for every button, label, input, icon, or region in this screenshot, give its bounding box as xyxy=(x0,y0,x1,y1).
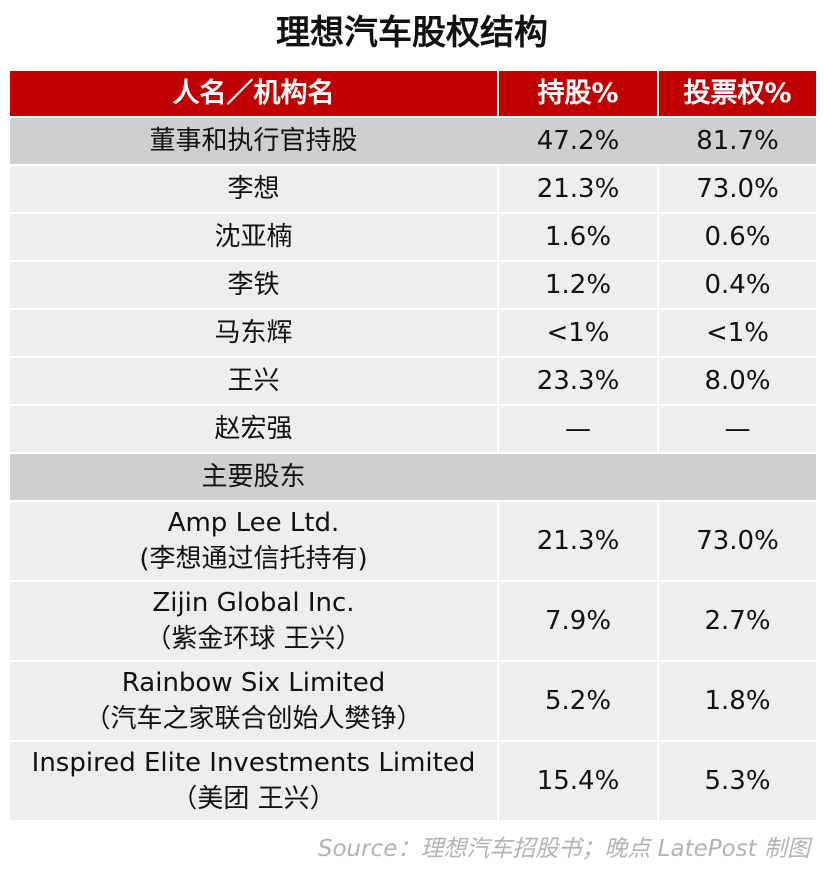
row-name: 李铁 xyxy=(227,270,280,300)
row-voting: 73.0% xyxy=(657,502,816,580)
row-name: Inspired Elite Investments Limited （美团 王… xyxy=(10,742,497,820)
row-voting: 8.0% xyxy=(657,358,816,404)
table-row: Inspired Elite Investments Limited （美团 王… xyxy=(10,742,816,822)
row-stake: 15.4% xyxy=(497,742,657,820)
table-row: 沈亚楠 1.6% 0.6% xyxy=(10,214,816,262)
row-stake: 47.2% xyxy=(497,118,657,164)
row-stake: 21.3% xyxy=(497,166,657,212)
table-row: 王兴 23.3% 8.0% xyxy=(10,358,816,406)
table-row: 李想 21.3% 73.0% xyxy=(10,166,816,214)
row-stake: — xyxy=(497,406,657,452)
table-row: Amp Lee Ltd. (李想通过信托持有) 21.3% 73.0% xyxy=(10,502,816,582)
row-name: Amp Lee Ltd. (李想通过信托持有) xyxy=(10,502,497,580)
row-stake xyxy=(497,454,657,500)
row-name: 沈亚楠 xyxy=(214,222,293,252)
ownership-table: 人名／机构名 持股% 投票权% 董事和执行官持股 47.2% 81.7% 李想 … xyxy=(10,71,816,822)
row-voting: 1.8% xyxy=(657,662,816,740)
row-stake: <1% xyxy=(497,310,657,356)
table-row: 赵宏强 — — xyxy=(10,406,816,454)
row-name: Zijin Global Inc. （紫金环球 王兴） xyxy=(10,582,497,660)
row-stake: 1.6% xyxy=(497,214,657,260)
row-voting: 5.3% xyxy=(657,742,816,820)
row-entity-name: Inspired Elite Investments Limited xyxy=(31,748,476,778)
row-entity-name: Rainbow Six Limited xyxy=(121,668,386,698)
table-header-row: 人名／机构名 持股% 投票权% xyxy=(10,71,816,118)
header-voting: 投票权% xyxy=(657,71,816,116)
table-row: Rainbow Six Limited （汽车之家联合创始人樊铮） 5.2% 1… xyxy=(10,662,816,742)
row-stake: 23.3% xyxy=(497,358,657,404)
row-name: 主要股东 xyxy=(201,462,306,492)
row-voting: — xyxy=(657,406,816,452)
row-voting: 73.0% xyxy=(657,166,816,212)
row-voting xyxy=(657,454,816,500)
row-stake: 5.2% xyxy=(497,662,657,740)
row-entity-name: Zijin Global Inc. xyxy=(152,588,355,618)
row-entity-note: （美团 王兴） xyxy=(171,784,336,814)
row-name: 李想 xyxy=(227,174,280,204)
row-entity-note: （汽车之家联合创始人樊铮） xyxy=(84,704,423,734)
section-row-directors: 董事和执行官持股 47.2% 81.7% xyxy=(10,118,816,166)
header-name: 人名／机构名 xyxy=(172,77,335,109)
row-stake: 1.2% xyxy=(497,262,657,308)
page-title: 理想汽车股权结构 xyxy=(276,13,548,53)
row-voting: 2.7% xyxy=(657,582,816,660)
row-name: Rainbow Six Limited （汽车之家联合创始人樊铮） xyxy=(10,662,497,740)
row-stake: 7.9% xyxy=(497,582,657,660)
table-row: Zijin Global Inc. （紫金环球 王兴） 7.9% 2.7% xyxy=(10,582,816,662)
row-voting: 0.4% xyxy=(657,262,816,308)
row-entity-note: （紫金环球 王兴） xyxy=(145,624,362,654)
row-name: 赵宏强 xyxy=(214,414,293,444)
row-voting: 81.7% xyxy=(657,118,816,164)
row-voting: <1% xyxy=(657,310,816,356)
table-row: 马东辉 <1% <1% xyxy=(10,310,816,358)
table-row: 李铁 1.2% 0.4% xyxy=(10,262,816,310)
section-row-shareholders: 主要股东 xyxy=(10,454,816,502)
header-stake: 持股% xyxy=(497,71,657,116)
row-entity-note: (李想通过信托持有) xyxy=(139,544,368,574)
source-note: Source：理想汽车招股书；晚点 LatePost 制图 xyxy=(317,836,810,862)
row-name: 董事和执行官持股 xyxy=(149,126,358,156)
row-voting: 0.6% xyxy=(657,214,816,260)
row-name: 王兴 xyxy=(227,366,280,396)
row-name: 马东辉 xyxy=(214,318,293,348)
row-stake: 21.3% xyxy=(497,502,657,580)
row-entity-name: Amp Lee Ltd. xyxy=(167,508,340,538)
